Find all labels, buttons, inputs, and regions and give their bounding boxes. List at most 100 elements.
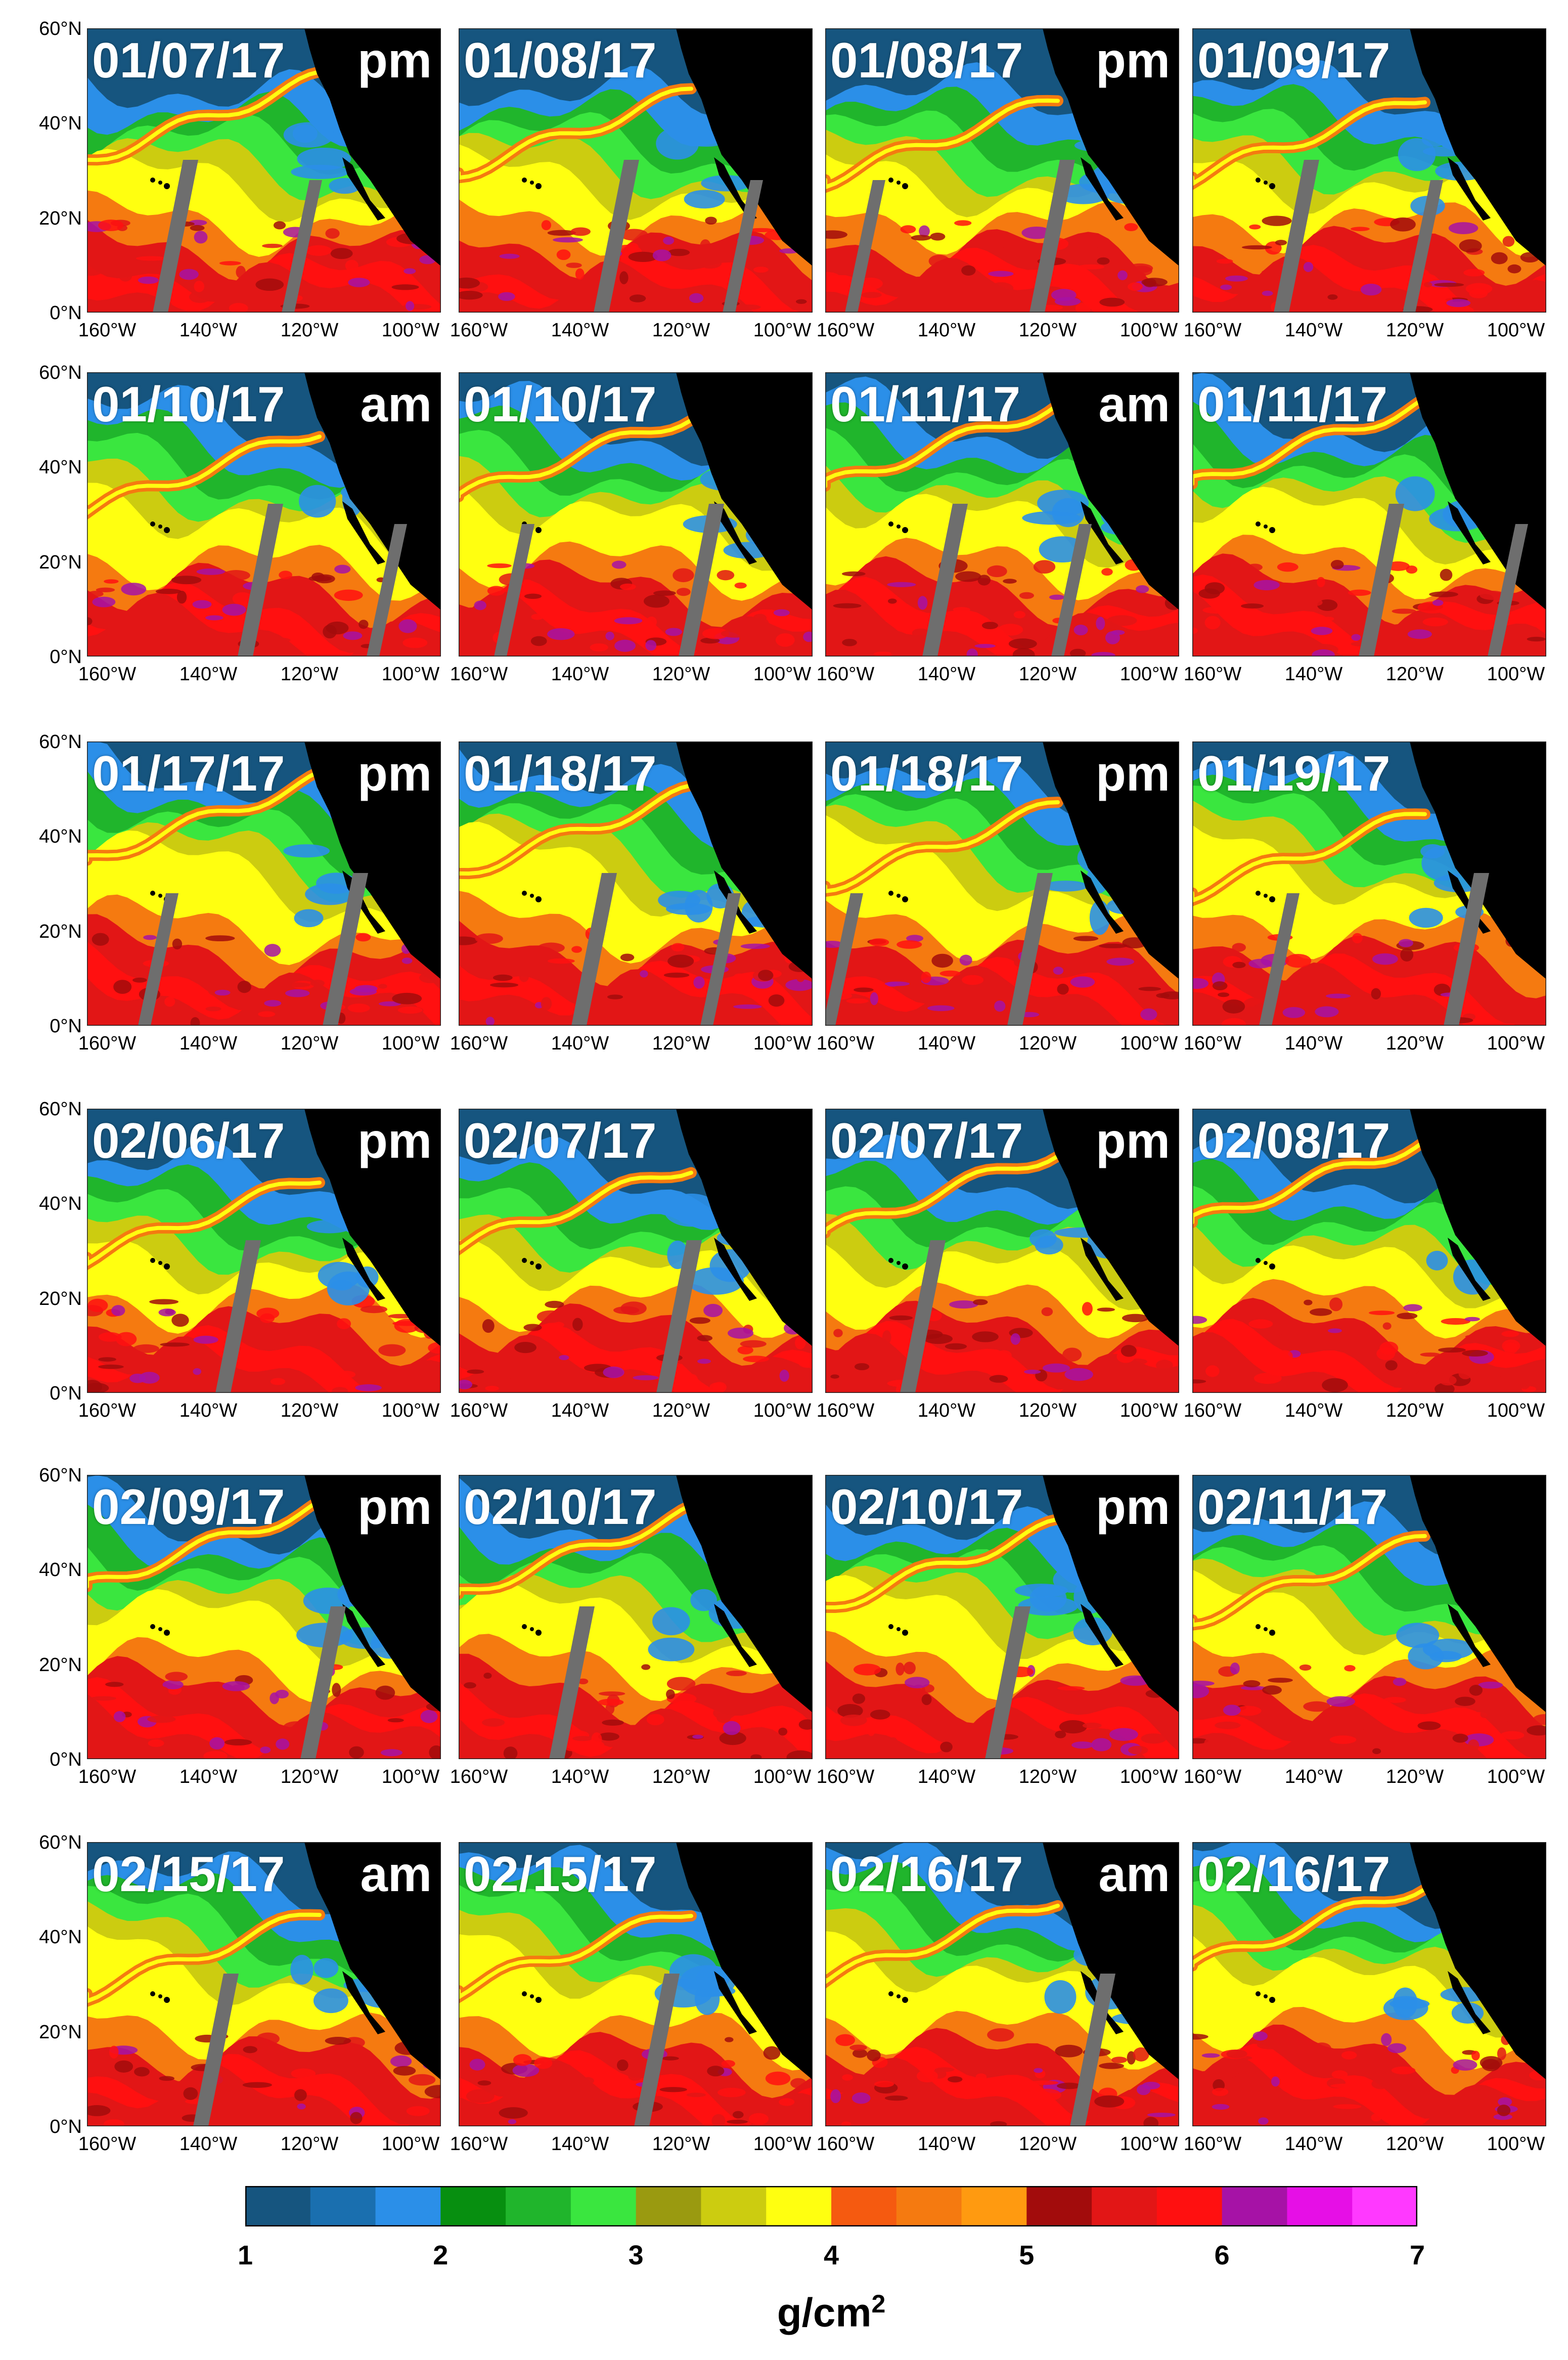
lon-tick-label: 160°W [1183,1400,1242,1421]
panel-ampm-label: pm [1096,1479,1170,1535]
lon-tick-label: 160°W [1183,1033,1242,1054]
map-panel: 02/10/17 pm [825,1475,1179,1759]
colorbar-swatch [440,2186,506,2226]
lon-tick-label: 100°W [1119,1766,1178,1787]
colorbar-swatch [375,2186,441,2226]
panel-date-label: 01/09/17 [1197,32,1391,88]
lon-tick-label: 120°W [1018,1400,1077,1421]
colorbar-swatch [570,2186,637,2226]
lon-tick-label: 140°W [551,1033,609,1054]
panel-date-label: 02/16/17 [1197,1846,1391,1902]
lat-tick-label: 20°N [39,1288,82,1309]
lon-tick-label: 100°W [1487,1766,1545,1787]
lon-tick-label: 100°W [753,2133,812,2155]
panel-date-label: 01/18/17 [464,746,657,801]
colorbar-swatch [1287,2186,1353,2226]
lon-tick-label: 140°W [1284,1400,1343,1421]
lon-tick-label: 160°W [450,320,508,341]
lat-tick-label: 20°N [39,921,82,942]
map-panel: 02/09/17 pm [87,1475,441,1759]
lon-tick-label: 100°W [381,1400,440,1421]
colorbar-swatch [1156,2186,1223,2226]
lon-tick-label: 100°W [1119,320,1178,341]
panel-date-label: 02/10/17 [830,1479,1023,1535]
lon-tick-label: 160°W [816,1400,875,1421]
lon-tick-label: 160°W [816,664,875,685]
map-panel: 01/08/17 [459,28,813,313]
colorbar-swatch [766,2186,832,2226]
panel-ampm-label: pm [357,32,432,88]
panel-ampm-label: pm [1096,1113,1170,1168]
map-panel: 01/11/17 am [825,372,1179,657]
panel-date-label: 02/07/17 [830,1113,1023,1168]
lon-tick-label: 160°W [816,1033,875,1054]
colorbar-swatch [896,2186,962,2226]
lon-tick-label: 160°W [1183,2133,1242,2155]
panel-date-label: 01/10/17 [464,376,657,432]
lon-tick-label: 140°W [179,664,238,685]
colorbar-tick-label: 2 [433,2240,449,2270]
lon-tick-label: 160°W [78,2133,137,2155]
tpw-map [87,741,441,1026]
lon-tick-label: 120°W [280,1400,339,1421]
lon-tick-label: 160°W [1183,664,1242,685]
tpw-map [87,1109,441,1393]
lon-tick-label: 100°W [1487,1033,1545,1054]
lon-tick-label: 120°W [280,1033,339,1054]
tpw-map [459,372,813,657]
colorbar-tick-label: 4 [823,2240,839,2270]
lon-tick-label: 100°W [1119,1400,1178,1421]
panel-date-label: 01/07/17 [92,32,285,88]
panel-date-label: 01/19/17 [1197,746,1391,801]
lon-tick-label: 100°W [381,320,440,341]
lat-tick-label: 0°N [50,2116,82,2137]
lon-tick-label: 140°W [179,2133,238,2155]
lon-tick-label: 100°W [753,1766,812,1787]
tpw-map [825,1842,1179,2126]
lon-tick-label: 160°W [1183,1766,1242,1787]
lat-tick-label: 60°N [39,731,82,753]
panel-date-label: 01/11/17 [1197,376,1388,432]
lat-tick-label: 40°N [39,1927,82,1948]
colorbar-tick-label: 7 [1409,2240,1425,2270]
tpw-map [459,1842,813,2126]
colorbar-swatch [636,2186,701,2226]
lon-tick-label: 100°W [753,320,812,341]
colorbar-swatch [961,2186,1027,2226]
lon-tick-label: 140°W [179,320,238,341]
panel-date-label: 01/08/17 [830,32,1023,88]
panel-ampm-label: pm [357,746,432,801]
map-panel: 01/18/17 pm [825,741,1179,1026]
tpw-map [1192,1475,1546,1759]
panel-date-label: 02/15/17 [92,1846,285,1902]
lon-tick-label: 120°W [1018,664,1077,685]
panel-date-label: 01/18/17 [830,746,1023,801]
lat-tick-label: 60°N [39,1465,82,1486]
lat-tick-label: 40°N [39,113,82,135]
tpw-map [459,1109,813,1393]
map-panel: 01/10/17 [459,372,813,657]
lon-tick-label: 100°W [381,664,440,685]
lon-tick-label: 160°W [78,1400,137,1421]
lon-tick-label: 140°W [551,1766,609,1787]
panel-date-label: 02/16/17 [830,1846,1023,1902]
tpw-map [87,372,441,657]
colorbar-swatch [1352,2186,1417,2226]
lat-tick-label: 0°N [50,302,82,324]
panel-date-label: 01/17/17 [92,746,285,801]
tpw-map [87,28,441,313]
lon-tick-label: 140°W [551,664,609,685]
lon-tick-label: 160°W [816,320,875,341]
tpw-map [825,28,1179,313]
map-panel: 02/11/17 [1192,1475,1546,1759]
lat-tick-label: 60°N [39,18,82,39]
lon-tick-label: 120°W [1385,1033,1444,1054]
colorbar-tick-label: 5 [1019,2240,1035,2270]
lon-tick-label: 160°W [78,1766,137,1787]
map-panel: 01/07/17 pm [87,28,441,313]
map-panel: 01/08/17 pm [825,28,1179,313]
panel-date-label: 01/10/17 [92,376,285,432]
panel-date-label: 02/07/17 [464,1113,657,1168]
map-panel: 01/09/17 [1192,28,1546,313]
